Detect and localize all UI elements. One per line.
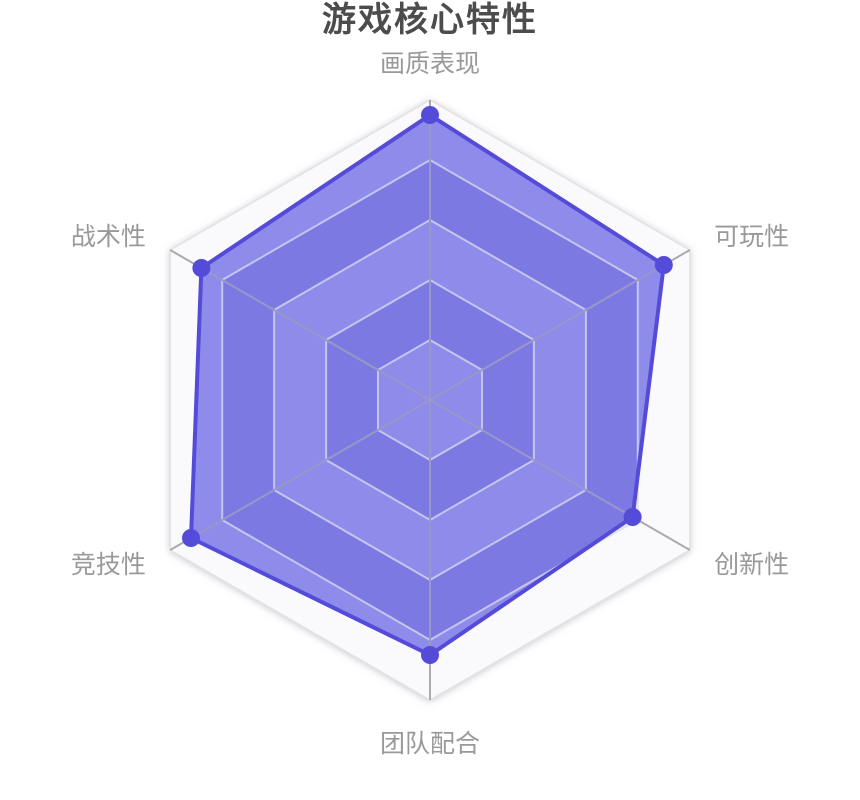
series-axis-line-4: [191, 399, 431, 551]
data-point-1[interactable]: [654, 256, 673, 274]
axis-label-4: 竞技性: [71, 551, 146, 579]
data-point-0[interactable]: [421, 106, 439, 124]
data-point-3[interactable]: [421, 646, 439, 664]
data-point-5[interactable]: [192, 259, 211, 277]
axis-label-2: 创新性: [714, 551, 789, 579]
series-points: [182, 106, 673, 664]
series-axis-line-5: [191, 249, 431, 401]
axis-label-1: 可玩性: [714, 223, 789, 251]
axis-label-0: 画质表现: [380, 50, 480, 78]
data-point-4[interactable]: [182, 529, 200, 547]
series-area[interactable]: [170, 100, 690, 700]
series-axis-line-1: [429, 249, 664, 401]
axis-label-5: 战术性: [71, 223, 146, 251]
axis-label-3: 团队配合: [380, 730, 480, 758]
chart-title: 游戏核心特性: [322, 1, 538, 39]
data-point-2[interactable]: [623, 508, 642, 526]
